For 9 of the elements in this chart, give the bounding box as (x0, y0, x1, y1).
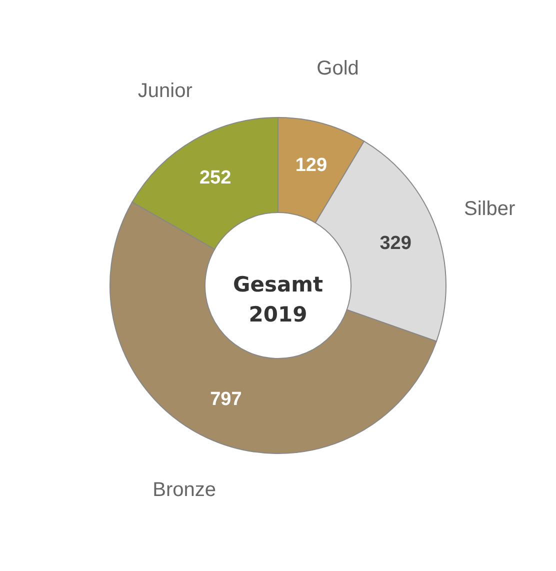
data-label: 329 (380, 232, 412, 254)
slice-label: Silber (464, 198, 516, 220)
slice-label: Junior (138, 80, 193, 102)
slice-label: Bronze (152, 479, 216, 502)
data-label: 129 (295, 154, 328, 176)
text: Gesamt 2019 (232, 272, 324, 326)
data-label: 797 (210, 389, 242, 410)
slice-label: Gold (316, 58, 359, 80)
data-label: 252 (199, 167, 232, 188)
